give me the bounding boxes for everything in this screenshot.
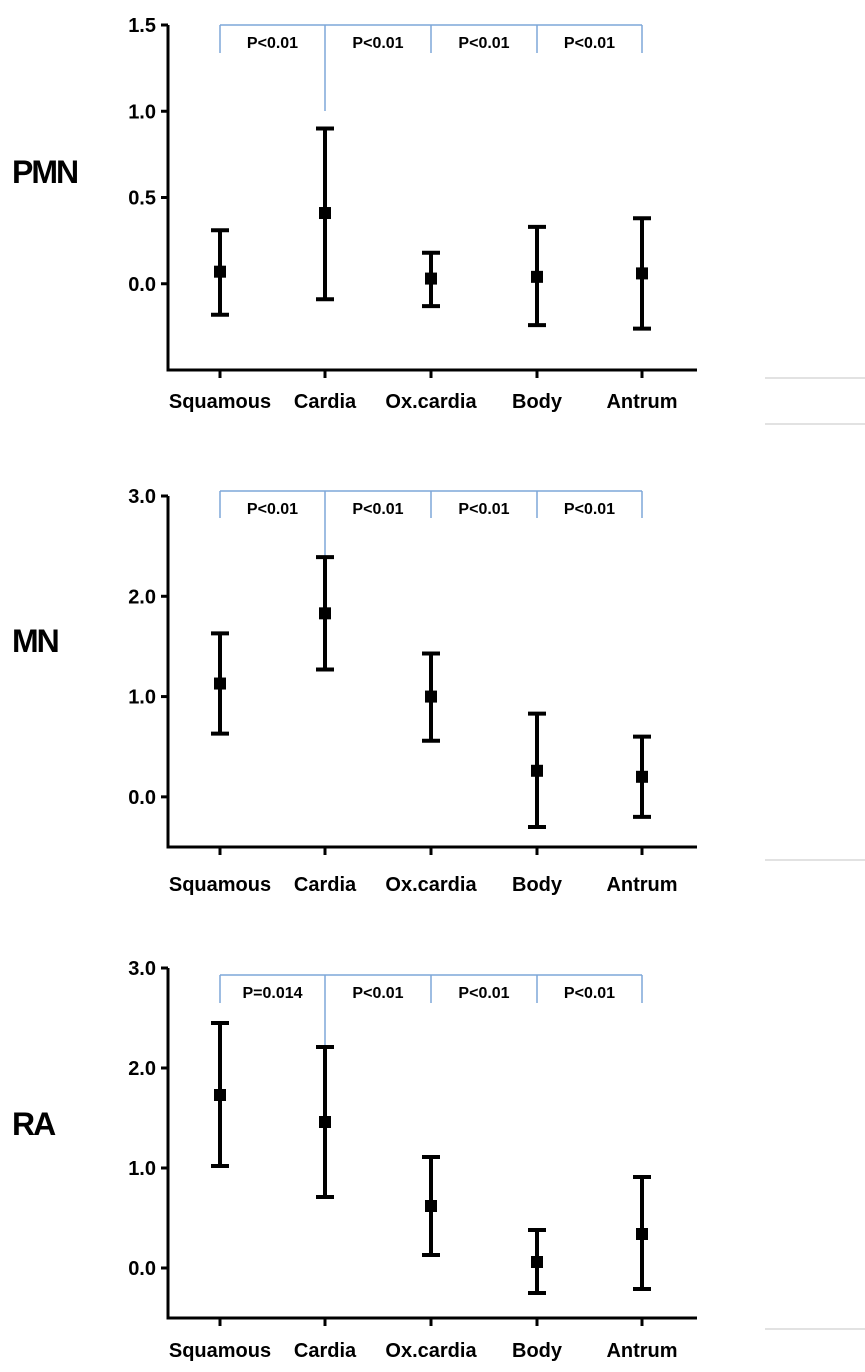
mn-mean-marker-squamous (214, 677, 226, 690)
pmn-p-value-label: P<0.01 (247, 35, 298, 52)
mn-p-value-label: P<0.01 (247, 501, 298, 518)
mn-panel-label: MN (12, 623, 58, 659)
pmn-category-label: Body (512, 391, 563, 413)
pmn-y-tick-label: 0.0 (128, 274, 156, 296)
pmn-mean-marker-antrum (636, 267, 648, 280)
ra-y-tick-label: 3.0 (128, 958, 156, 980)
ra-p-value-label: P<0.01 (458, 985, 509, 1002)
pmn-mean-marker-body (531, 270, 543, 283)
pmn-category-label: Ox.cardia (385, 391, 477, 413)
pmn-mean-marker-squamous (214, 265, 226, 278)
ra-category-label: Ox.cardia (385, 1340, 477, 1362)
pmn-category-label: Squamous (169, 391, 271, 413)
pmn-mean-marker-ox-cardia (425, 272, 437, 285)
ra-p-value-label: P<0.01 (564, 985, 615, 1002)
mn-category-label: Body (512, 874, 563, 896)
mn-category-label: Cardia (294, 874, 357, 896)
pmn-p-value-label: P<0.01 (458, 35, 509, 52)
ra-mean-marker-antrum (636, 1228, 648, 1240)
mn-p-value-label: P<0.01 (564, 501, 615, 518)
ra-category-label: Cardia (294, 1340, 357, 1362)
mn-y-tick-label: 3.0 (128, 486, 156, 508)
ra-p-value-label: P=0.014 (242, 985, 302, 1002)
pmn-y-tick-label: 1.0 (128, 101, 156, 123)
pmn-category-label: Cardia (294, 391, 357, 413)
mn-mean-marker-antrum (636, 770, 648, 783)
mn-p-value-label: P<0.01 (352, 501, 403, 518)
pmn-panel-label: PMN (12, 154, 77, 190)
mn-category-label: Antrum (606, 874, 677, 896)
mn-mean-marker-cardia (319, 607, 331, 620)
pmn-p-value-label: P<0.01 (352, 35, 403, 52)
pmn-category-label: Antrum (606, 391, 677, 413)
ra-y-tick-label: 0.0 (128, 1258, 156, 1280)
mn-category-label: Ox.cardia (385, 874, 477, 896)
mn-category-label: Squamous (169, 874, 271, 896)
ra-mean-marker-ox-cardia (425, 1200, 437, 1212)
mn-mean-marker-body (531, 764, 543, 777)
ra-y-tick-label: 1.0 (128, 1158, 156, 1180)
pmn-y-tick-label: 1.5 (128, 15, 156, 37)
ra-panel-label: RA (12, 1106, 56, 1142)
mn-y-tick-label: 2.0 (128, 586, 156, 608)
mn-y-tick-label: 0.0 (128, 787, 156, 809)
pmn-p-value-label: P<0.01 (564, 35, 615, 52)
ra-mean-marker-cardia (319, 1116, 331, 1128)
mn-y-tick-label: 1.0 (128, 687, 156, 709)
ra-p-value-label: P<0.01 (352, 985, 403, 1002)
pmn-y-tick-label: 0.5 (128, 188, 156, 210)
ra-category-label: Squamous (169, 1340, 271, 1362)
pmn-mean-marker-cardia (319, 207, 331, 220)
mn-mean-marker-ox-cardia (425, 690, 437, 703)
ra-mean-marker-body (531, 1256, 543, 1268)
ra-mean-marker-squamous (214, 1089, 226, 1101)
mn-p-value-label: P<0.01 (458, 501, 509, 518)
ra-category-label: Body (512, 1340, 563, 1362)
ra-y-tick-label: 2.0 (128, 1058, 156, 1080)
ra-category-label: Antrum (606, 1340, 677, 1362)
